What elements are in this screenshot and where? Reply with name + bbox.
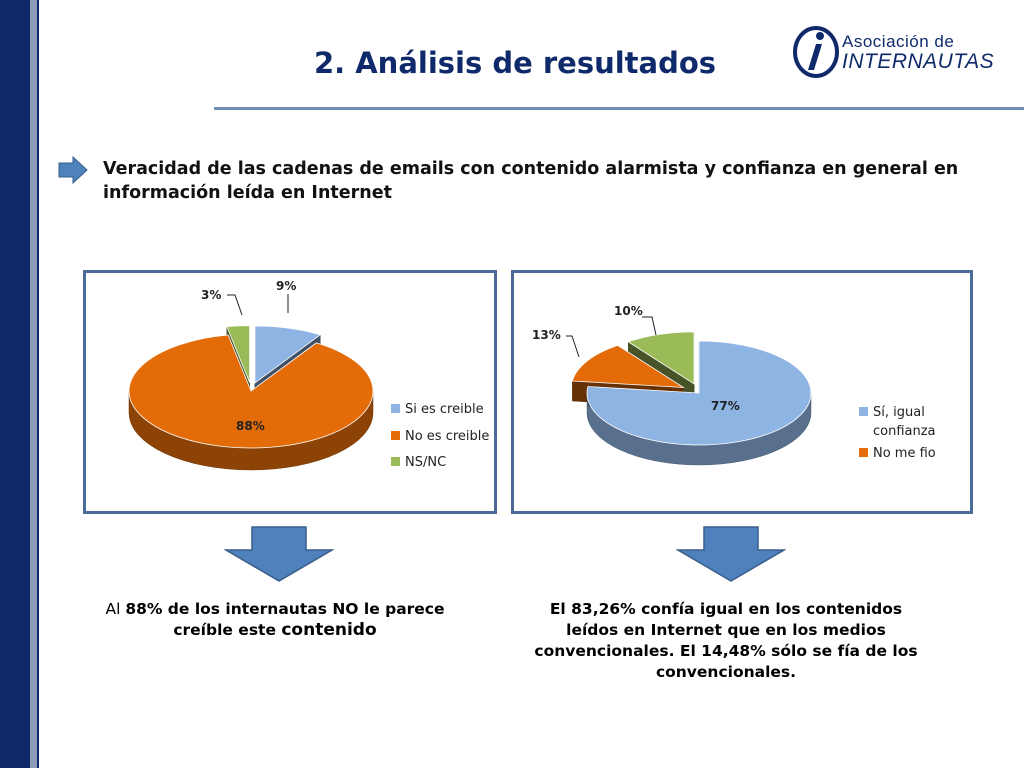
- caption-left-end: contenido: [281, 620, 377, 640]
- legend-swatch-2-0: [859, 407, 868, 416]
- down-arrow-left-icon: [224, 526, 334, 582]
- title-rule: [214, 107, 1024, 110]
- data-label-1-0: 9%: [276, 279, 296, 293]
- page-title: 2. Análisis de resultados: [313, 46, 717, 80]
- logo: Asociación de INTERNAUTAS: [792, 24, 1002, 88]
- data-label-1-2: 3%: [201, 288, 221, 302]
- legend-swatch-1-0: [391, 404, 400, 413]
- data-label-2-2: 10%: [614, 304, 643, 318]
- bullet-arrow-icon: [58, 156, 88, 184]
- pie-slice-1-1: [128, 334, 374, 471]
- data-label-1-1: 88%: [236, 419, 265, 433]
- legend-swatch-1-1: [391, 431, 400, 440]
- label-leader-1-2: [227, 294, 243, 316]
- legend-label-2-0: Sí, igual confianza: [873, 405, 936, 439]
- pie-chart-credibility: 9% 88% 3% Si es creible No es creible NS/NC: [128, 279, 489, 471]
- left-band: [0, 0, 30, 768]
- legend-swatch-2-1: [859, 448, 868, 457]
- logo-line2: INTERNAUTAS: [842, 50, 995, 73]
- logo-line1: Asociación de: [842, 32, 955, 51]
- caption-left: Al 88% de los internautas NO le parece c…: [100, 599, 450, 641]
- pie-slice-2-0: [586, 340, 812, 466]
- down-arrow-right-icon: [676, 526, 786, 582]
- logo-icon: [793, 26, 839, 78]
- caption-left-prefix: Al: [105, 600, 126, 618]
- data-label-2-0: 77%: [711, 399, 740, 413]
- pie-chart-trust: 77% 13% 10% Sí, igual confianza No me fio: [532, 304, 936, 466]
- legend-label-1-2: NS/NC: [405, 455, 446, 470]
- caption-right: El 83,26% confía igual en los contenidos…: [534, 600, 918, 681]
- left-line: [37, 0, 39, 768]
- legend-label-2-1: No me fio: [873, 446, 936, 461]
- legend-swatch-1-2: [391, 457, 400, 466]
- label-leader-2-2: [642, 316, 657, 336]
- chart-panel-trust: 77% 13% 10% Sí, igual confianza No me fio: [511, 270, 973, 514]
- label-leader-2-1: [566, 335, 580, 358]
- section-heading: Veracidad de las cadenas de emails con c…: [103, 159, 959, 203]
- chart-panel-credibility: 9% 88% 3% Si es creible No es creible NS/NC: [83, 270, 497, 514]
- caption-left-bold: 88% de los internautas NO le parece creí…: [125, 600, 445, 639]
- left-stripe: [30, 0, 37, 768]
- legend-label-1-0: Si es creible: [405, 402, 484, 417]
- data-label-2-1: 13%: [532, 328, 561, 342]
- legend-label-1-1: No es creible: [405, 429, 489, 444]
